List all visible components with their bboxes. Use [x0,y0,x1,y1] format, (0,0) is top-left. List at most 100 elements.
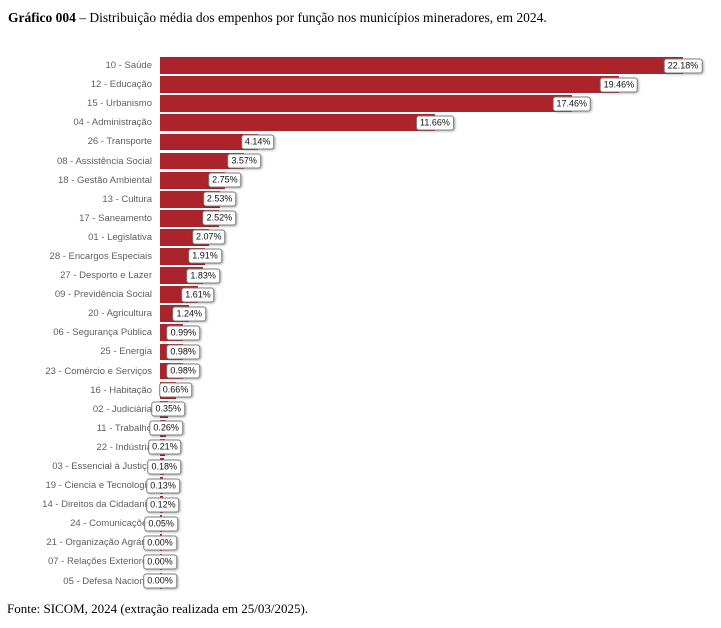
chart-title-number: Gráfico 004 [8,10,76,25]
category-label: 03 - Essencial à Justiça [52,461,152,473]
category-label: 10 - Saúde [105,60,152,72]
value-badge: 1.61% [181,287,215,303]
category-label: 19 - Ciencia e Tecnologia [45,480,152,492]
chart-title-text: – Distribuição média dos empenhos por fu… [75,10,547,25]
value-badge: 2.07% [192,229,226,245]
chart-row: 28 - Encargos Especiais 1.91% [0,247,721,266]
value-badge: 0.13% [146,478,180,494]
category-label: 14 - Direitos da Cidadania [42,499,152,511]
chart-row: 20 - Agricultura 1.24% [0,304,721,323]
value-badge: 1.91% [188,248,222,264]
category-label: 01 - Legislativa [88,231,152,243]
value-badge: 2.75% [208,172,242,188]
bar-area: 2.53% [160,190,721,208]
chart-row: 10 - Saúde 22.18% [0,56,721,75]
value-badge: 0.99% [166,325,201,341]
chart-row: 26 - Transporte 4.14% [0,132,721,151]
value-badge: 0.00% [143,554,177,570]
bar-area: 0.99% [160,324,721,342]
value-badge: 0.05% [144,516,178,532]
value-badge: 0.00% [143,573,177,589]
bar-area: 0.98% [160,343,721,361]
category-label: 13 - Cultura [102,193,152,205]
bar [160,133,258,151]
category-label: 15 - Urbanismo [87,98,152,110]
category-label: 20 - Agricultura [88,308,152,320]
bar-area: 2.52% [160,209,721,227]
bar-area: 1.24% [160,305,721,323]
category-label: 08 - Assistência Social [56,155,152,167]
value-badge: 22.18% [663,58,703,74]
chart-row: 07 - Relações Exteriores 0.00% [0,552,721,571]
value-badge: 0.12% [146,497,180,513]
bar-area: 3.57% [160,152,721,170]
category-label: 04 - Administração [73,117,152,129]
chart-row: 25 - Energia 0.98% [0,342,721,361]
value-badge: 0.98% [166,363,200,379]
category-label: 27 - Desporto e Lazer [60,270,152,282]
category-label: 24 - Comunicações [70,518,152,530]
value-badge: 0.35% [151,401,186,417]
category-label: 25 - Energia [100,346,152,358]
category-label: 16 - Habitação [90,384,152,396]
value-badge: 2.53% [202,191,237,207]
category-label: 11 - Trabalho [96,422,152,434]
value-badge: 0.26% [149,420,183,436]
value-badge: 0.66% [158,382,193,398]
bar-area: 22.18% [160,57,721,74]
bar-area: 0.12% [146,496,721,514]
category-label: 02 - Judiciária [92,403,152,415]
bar-area: 2.75% [160,171,721,189]
category-label: 22 - Indústria [96,441,152,453]
chart-row: 17 - Saneamento 2.52% [0,209,721,228]
bar-area: 0.35% [151,400,721,418]
chart-row: 23 - Comércio e Serviços 0.98% [0,362,721,381]
chart-row: 12 - Educação 19.46% [0,75,721,94]
value-badge: 0.21% [148,439,182,455]
chart-row: 13 - Cultura 2.53% [0,190,721,209]
value-badge: 0.00% [143,535,177,551]
category-label: 21 - Organização Agrária [46,537,152,549]
chart-row: 11 - Trabalho 0.26% [0,419,721,438]
bar-area: 17.46% [160,95,721,113]
chart-row: 24 - Comunicações 0.05% [0,514,721,533]
bar-area: 2.07% [160,228,721,246]
bar [160,152,245,170]
bar-area: 11.66% [160,114,721,132]
bar-area: 0.13% [146,477,721,494]
bar-area: 0.00% [143,572,721,590]
chart-row: 14 - Direitos da Cidadania 0.12% [0,495,721,514]
bar-area: 4.14% [160,133,721,151]
bar-area: 1.61% [160,286,721,304]
category-label: 17 - Saneamento [79,212,152,224]
value-badge: 1.83% [186,268,220,284]
bar-area: 0.66% [158,381,721,399]
value-badge: 2.52% [202,210,237,226]
value-badge: 0.98% [166,344,200,360]
chart-row: 27 - Desporto e Lazer 1.83% [0,266,721,285]
value-badge: 11.66% [416,115,454,131]
bar-area: 0.00% [143,534,721,552]
category-label: 28 - Encargos Especiais [49,250,152,262]
chart-row: 05 - Defesa Nacional 0.00% [0,572,721,591]
chart-row: 06 - Segurança Pública 0.99% [0,323,721,342]
bar-area: 0.05% [144,515,721,533]
category-label: 05 - Defesa Nacional [63,575,152,587]
chart-row: 16 - Habitação 0.66% [0,381,721,400]
bar-area: 0.98% [160,362,721,380]
chart-row: 02 - Judiciária 0.35% [0,400,721,419]
category-label: 18 - Gestão Ambiental [58,174,152,186]
chart-row: 01 - Legislativa 2.07% [0,228,721,247]
chart-title: Gráfico 004 – Distribuição média dos emp… [8,9,713,27]
value-badge: 4.14% [240,134,275,150]
chart-row: 15 - Urbanismo 17.46% [0,94,721,113]
chart-row: 18 - Gestão Ambiental 2.75% [0,171,721,190]
chart-row: 22 - Indústria 0.21% [0,438,721,457]
source-note: Fonte: SICOM, 2024 (extração realizada e… [7,601,309,616]
bar-area: 0.00% [143,553,721,571]
category-label: 09 - Previdência Social [54,289,152,301]
bar-area: 0.18% [147,458,721,475]
category-label: 06 - Segurança Pública [53,327,152,339]
category-label: 07 - Relações Exteriores [47,556,152,568]
